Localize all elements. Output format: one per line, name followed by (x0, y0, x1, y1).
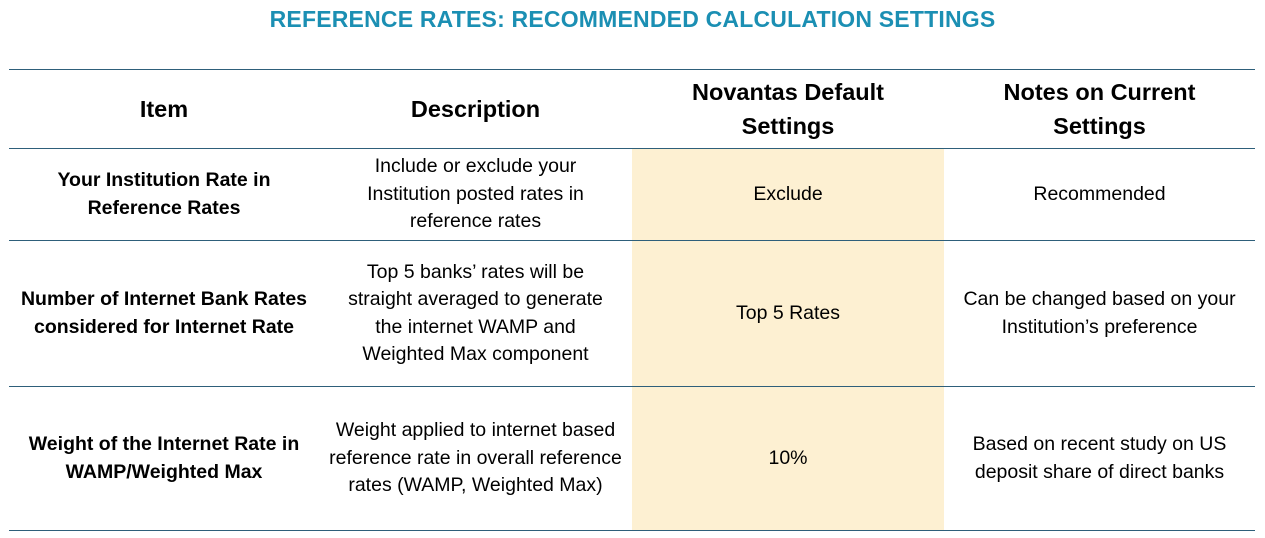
cell-description: Weight applied to internet based referen… (329, 419, 622, 497)
cell-description: Top 5 banks’ rates will be straight aver… (348, 260, 603, 366)
settings-table: Item Description Novantas Default Settin… (9, 69, 1255, 531)
cell-notes: Based on recent study on US deposit shar… (972, 433, 1227, 483)
cell-default: Top 5 Rates (632, 240, 944, 387)
cell-notes: Can be changed based on your Institution… (963, 288, 1236, 338)
table-row: Number of Internet Bank Rates considered… (9, 240, 1255, 387)
page-title: REFERENCE RATES: RECOMMENDED CALCULATION… (269, 6, 996, 32)
cell-default: Exclude (632, 148, 944, 241)
cell-item: Your Institution Rate in Reference Rates (57, 169, 271, 219)
header-default-settings: Novantas Default Settings (692, 79, 884, 139)
cell-item: Weight of the Internet Rate in WAMP/Weig… (28, 433, 300, 483)
table-row: Weight of the Internet Rate in WAMP/Weig… (9, 386, 1255, 531)
header-item: Item (139, 96, 189, 122)
cell-item: Number of Internet Bank Rates considered… (20, 288, 308, 338)
cell-default: 10% (632, 386, 944, 531)
header-description: Description (410, 96, 541, 122)
cell-description: Include or exclude your Institution post… (367, 155, 584, 233)
header-notes: Notes on Current Settings (1003, 79, 1196, 139)
cell-notes: Recommended (1033, 182, 1166, 205)
table-row: Your Institution Rate in Reference Rates… (9, 148, 1255, 241)
header-row: Item Description Novantas Default Settin… (9, 69, 1255, 149)
